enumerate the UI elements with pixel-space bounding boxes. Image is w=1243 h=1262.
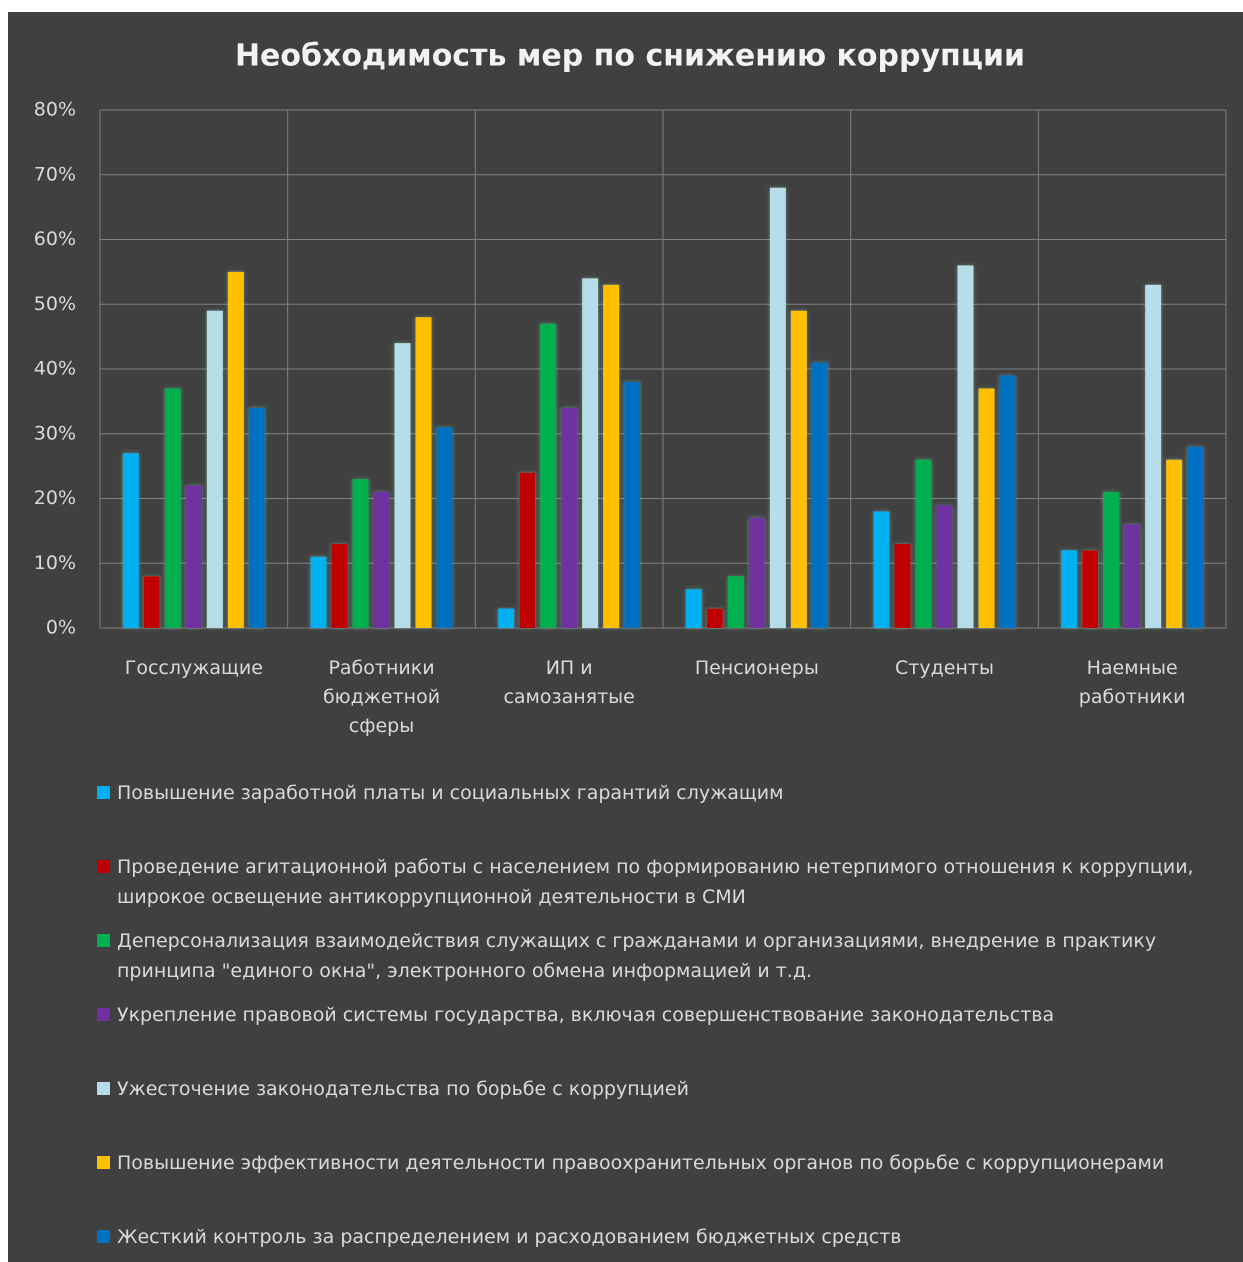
chart-title: Необходимость мер по снижению коррупции — [235, 39, 1025, 74]
bar — [603, 284, 620, 628]
x-tick-label: ИП и самозанятые — [503, 657, 635, 708]
legend-entry: Жесткий контроль за распределением и рас… — [97, 1222, 1207, 1252]
legend-entry: Повышение эффективности деятельности пра… — [97, 1148, 1207, 1178]
bar — [122, 453, 139, 628]
legend-swatch — [97, 1230, 110, 1243]
legend-swatch — [97, 860, 110, 873]
bar — [519, 472, 536, 628]
y-tick-label: 40% — [34, 358, 76, 380]
x-tick-label: Студенты — [895, 657, 994, 679]
legend-label: Укрепление правовой системы государства,… — [117, 1004, 1055, 1026]
bar — [331, 543, 348, 628]
y-tick-label: 0% — [46, 617, 76, 639]
bar — [582, 278, 599, 628]
legend-swatch — [97, 1082, 110, 1095]
x-tick-label: Госслужащие — [124, 657, 263, 679]
legend-entry: Ужесточение законодательства по борьбе с… — [97, 1074, 1207, 1104]
bar — [873, 511, 890, 628]
bar — [1103, 492, 1120, 628]
bar — [310, 556, 327, 628]
bar — [1145, 284, 1162, 628]
bar — [1124, 524, 1141, 628]
bar — [915, 459, 932, 628]
y-tick-label: 30% — [34, 422, 76, 444]
bar — [143, 576, 160, 628]
bar — [894, 543, 911, 628]
bar — [685, 589, 702, 628]
y-tick-label: 50% — [34, 293, 76, 315]
bar — [624, 381, 641, 628]
legend-label: Повышение заработной платы и социальных … — [117, 782, 784, 804]
legend-label: Ужесточение законодательства по борьбе с… — [117, 1078, 689, 1100]
bar — [436, 427, 453, 628]
bar — [727, 576, 744, 628]
bar — [769, 187, 786, 628]
legend-label: Жесткий контроль за распределением и рас… — [117, 1226, 902, 1248]
bar — [706, 608, 723, 628]
legend-entry: Деперсонализация взаимодействия служащих… — [97, 926, 1207, 986]
bar — [248, 407, 265, 628]
x-tick-label: Наемные работники — [1078, 657, 1186, 708]
bar — [164, 388, 181, 628]
y-tick-label: 60% — [34, 228, 76, 250]
bar — [936, 504, 953, 628]
bar — [748, 517, 765, 628]
bar — [540, 323, 557, 628]
legend-swatch — [97, 934, 110, 947]
bar — [1187, 446, 1204, 628]
bar — [790, 310, 807, 628]
legend-entry: Укрепление правовой системы государства,… — [97, 1000, 1207, 1030]
bar — [206, 310, 223, 628]
legend-swatch — [97, 786, 110, 799]
bar — [498, 608, 515, 628]
bar — [999, 375, 1016, 628]
bar — [185, 485, 202, 628]
x-tick-label: Пенсионеры — [694, 657, 819, 679]
bar — [394, 343, 411, 628]
bar — [373, 492, 390, 628]
bar — [1082, 550, 1099, 628]
x-tick-label: Работники бюджетной сферы — [322, 657, 441, 737]
legend-swatch — [97, 1008, 110, 1021]
bar — [352, 479, 369, 628]
bar — [957, 265, 974, 628]
y-tick-label: 10% — [34, 552, 76, 574]
bar — [1166, 459, 1183, 628]
y-tick-label: 80% — [34, 99, 76, 121]
legend-entry: Проведение агитационной работы с населен… — [97, 852, 1207, 912]
legend-entry: Повышение заработной платы и социальных … — [97, 778, 1207, 808]
bar — [811, 362, 828, 628]
legend-swatch — [97, 1156, 110, 1169]
y-tick-label: 20% — [34, 487, 76, 509]
legend-label: Деперсонализация взаимодействия служащих… — [117, 930, 1157, 982]
bar — [415, 317, 432, 628]
bar — [1061, 550, 1078, 628]
bar — [978, 388, 995, 628]
bar — [227, 271, 244, 628]
chart-background — [8, 12, 1243, 1262]
legend-label: Повышение эффективности деятельности пра… — [117, 1152, 1165, 1174]
bar — [561, 407, 578, 628]
y-tick-label: 70% — [34, 163, 76, 185]
legend-label: Проведение агитационной работы с населен… — [117, 856, 1194, 908]
